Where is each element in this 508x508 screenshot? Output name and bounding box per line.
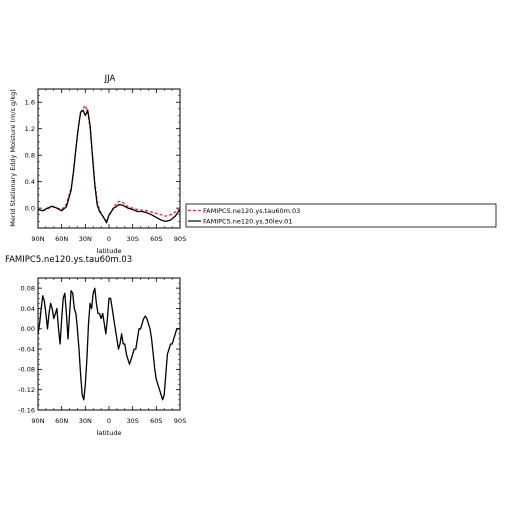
x-tick-label-bottom: 90N (31, 417, 44, 425)
x-tick-label-top: 90N (31, 235, 44, 243)
y-tick-label-top: 1.2 (25, 125, 35, 133)
series-lines-bottom (37, 287, 180, 401)
y-tick-label-bottom: -0.12 (18, 386, 35, 394)
x-tick-label-top: 60S (150, 235, 162, 243)
y-tick-label-bottom: -0.08 (18, 366, 35, 374)
legend-box (185, 203, 497, 228)
x-tick-label-bottom: 60S (150, 417, 162, 425)
x-tick-label-bottom: 30S (126, 417, 138, 425)
series-line-bottom-1 (37, 287, 180, 401)
x-tick-label-top: 0 (107, 235, 111, 243)
axis-ticks-top: 90N 60N 30N 0 30S 60S 90S 0.0 0.4 0.8 1.2 1.6 (25, 88, 186, 243)
y-tick-label-bottom: 0.04 (21, 305, 35, 313)
legend-label-series-2: FAMIPC5.ne120.ys.30lev.01 (203, 218, 292, 226)
legend-label-series-1: FAMIPC5.ne120.ys.tau60m.03 (203, 207, 300, 215)
x-tick-label-top: 30S (126, 235, 138, 243)
y-tick-label-bottom: 0.00 (21, 325, 35, 333)
series-line-top-1 (37, 104, 181, 223)
x-axis-label-top: latitude (97, 247, 122, 255)
y-tick-label-top: 0.4 (25, 178, 35, 186)
x-tick-label-top: 60N (55, 235, 68, 243)
chart-title-top: JJA (104, 74, 116, 84)
y-tick-label-bottom: -0.04 (18, 345, 35, 353)
panel-top-jja: JJA 90N 60N 30N 0 30S 60S 90S 0.0 0.4 0.8 1.2 1.6 l… (9, 74, 186, 255)
plot-frame-top (37, 88, 181, 229)
x-tick-label-bottom: 90S (174, 417, 186, 425)
axis-ticks-bottom: 90N 60N 30N 0 30S 60S 90S -0.16 -0.12 -0.08 -0.04 0… (18, 277, 186, 425)
y-tick-label-top: 1.6 (25, 99, 35, 107)
x-tick-label-top: 90S (174, 235, 186, 243)
series-line-top-2 (37, 109, 181, 224)
x-tick-label-bottom: 30N (79, 417, 92, 425)
x-axis-label-bottom: latitude (97, 429, 122, 437)
panel-bottom-difference: FAMIPC5.ne120.ys.tau60m.03 90N 60N 30N 0 30S… (5, 255, 186, 437)
legend: FAMIPC5.ne120.ys.tau60m.03 FAMIPC5.ne120… (185, 203, 497, 228)
y-tick-label-top: 0.8 (25, 151, 35, 159)
y-tick-label-top: 0.0 (25, 204, 35, 212)
y-axis-label-top: Merid Stationary Eddy Moisture (m/s g/kg… (9, 89, 17, 227)
y-tick-label-bottom: -0.16 (18, 406, 35, 414)
x-tick-label-top: 30N (79, 235, 92, 243)
x-tick-label-bottom: 60N (55, 417, 68, 425)
x-tick-label-bottom: 0 (107, 417, 111, 425)
series-lines-top (37, 104, 181, 224)
chart-title-bottom: FAMIPC5.ne120.ys.tau60m.03 (5, 255, 132, 265)
y-tick-label-bottom: 0.08 (21, 284, 35, 292)
